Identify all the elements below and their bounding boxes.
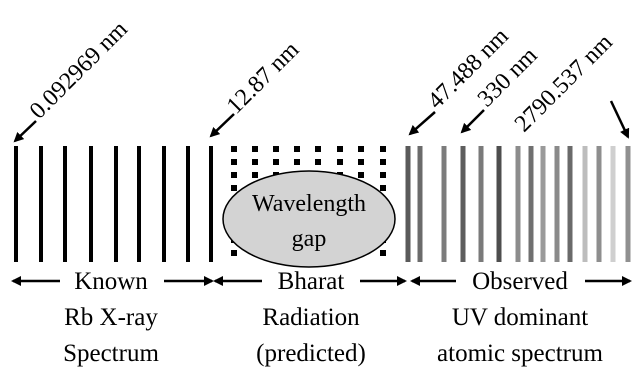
wavelength-gap-ellipse: Wavelength gap [222, 170, 396, 268]
observed-line2: UV dominant [452, 304, 588, 331]
arrow-xray-end [209, 113, 235, 138]
label-0.092969nm: 0.092969 nm [25, 16, 133, 124]
known-line3: Spectrum [63, 340, 159, 367]
known-header: Known [74, 268, 148, 295]
arrow-uv-end [609, 100, 630, 139]
bharat-header: Bharat [278, 268, 345, 295]
uv-spectral-lines [405, 146, 631, 262]
arrow-uv-start [408, 111, 436, 136]
known-line2: Rb X-ray [64, 304, 158, 331]
gap-label-line1: Wavelength [252, 191, 366, 217]
label-12.87nm: 12.87 nm [222, 37, 305, 120]
arrow-xray-start [13, 120, 37, 143]
bharat-line2: Radiation [262, 304, 360, 331]
gap-label-line2: gap [292, 226, 327, 252]
observed-line3: atomic spectrum [437, 340, 603, 367]
bharat-line3: (predicted) [256, 340, 366, 367]
arrow-uv-mid [460, 109, 485, 134]
observed-header: Observed [472, 268, 568, 295]
xray-spectral-lines [14, 146, 213, 262]
